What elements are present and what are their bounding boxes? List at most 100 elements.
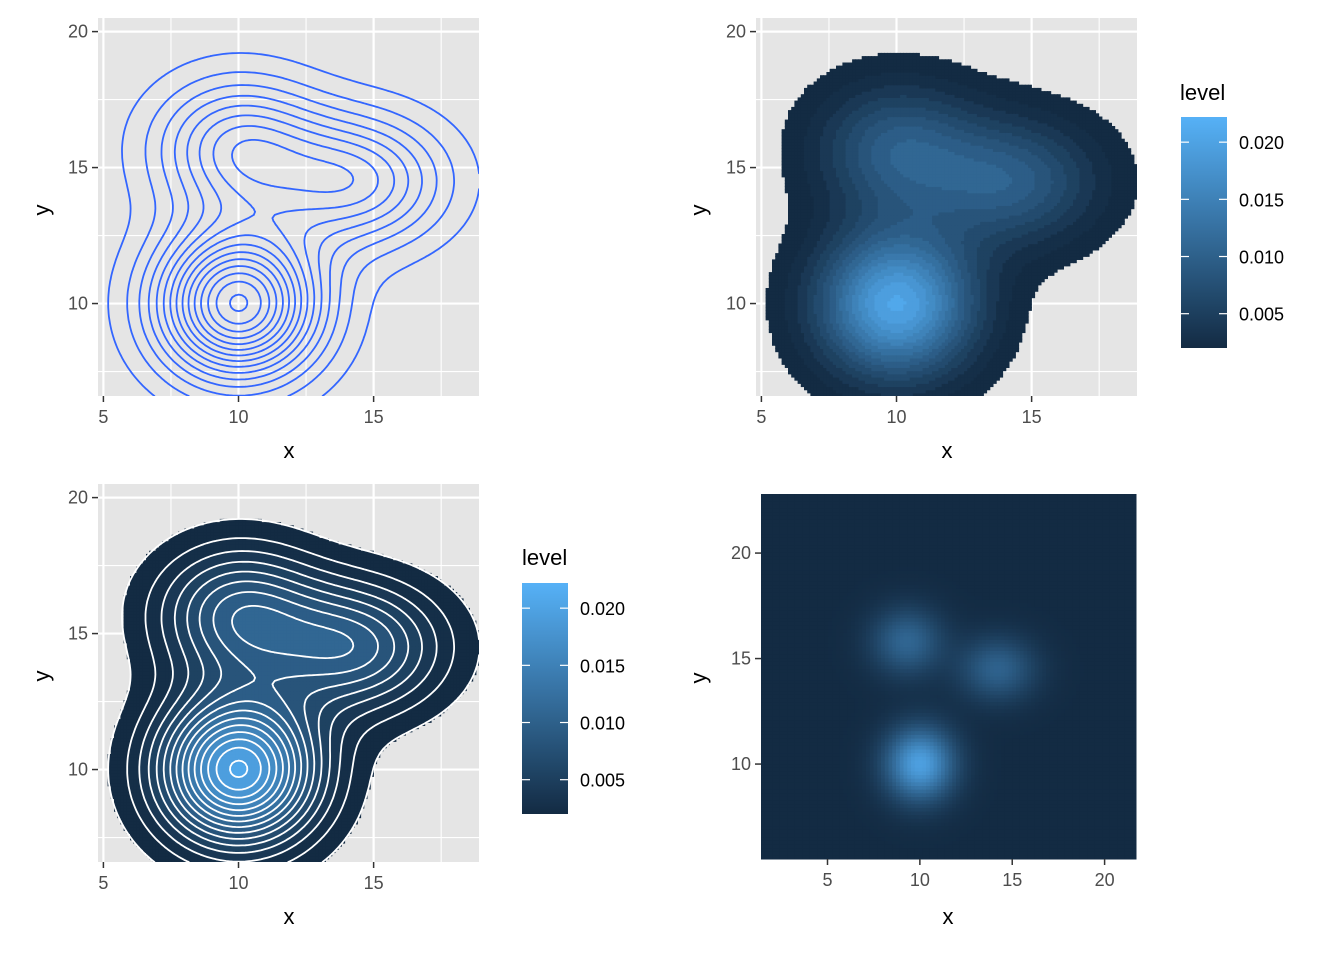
density-band-cell	[996, 234, 1000, 238]
density-band-cell	[928, 392, 933, 396]
density-band-cell	[816, 351, 821, 356]
density-band-cell	[906, 249, 911, 254]
density-band-cell	[951, 338, 956, 343]
density-band-cell	[896, 319, 901, 324]
density-band-cell	[1092, 237, 1096, 241]
density-band-cell	[845, 326, 850, 330]
density-band-cell	[836, 218, 840, 222]
density-band-cell	[935, 303, 940, 308]
density-band-cell	[900, 240, 904, 245]
density-band-cell	[804, 237, 808, 241]
density-band-cell	[925, 367, 930, 372]
density-band-cell	[1021, 249, 1026, 254]
density-band-cell	[944, 338, 949, 343]
density-band-cell	[1008, 253, 1013, 257]
density-band-cell	[890, 313, 895, 318]
density-band-cell	[912, 310, 917, 314]
density-band-cell	[804, 230, 808, 235]
density-band-cell	[804, 272, 808, 276]
density-band-cell	[989, 300, 994, 305]
density-band-cell	[864, 288, 869, 292]
density-band-cell	[880, 265, 885, 270]
density-band-cell	[935, 338, 940, 343]
density-band-cell	[938, 256, 943, 260]
density-band-cell	[1031, 230, 1036, 235]
density-band-cell	[1060, 249, 1064, 254]
density-band-cell	[858, 243, 863, 248]
density-band-cell	[820, 243, 824, 248]
density-band-cell	[941, 338, 946, 343]
density-band-cell	[823, 342, 827, 346]
density-band-cell	[903, 237, 908, 241]
density-band-cell	[951, 392, 956, 396]
density-band-cell	[1015, 329, 1020, 334]
density-band-cell	[890, 265, 895, 270]
density-band-cell	[874, 262, 879, 267]
density-band-cell	[880, 221, 885, 226]
density-band-cell	[842, 275, 847, 280]
density-band-cell	[845, 329, 850, 334]
density-band-cell	[999, 284, 1004, 289]
density-band-cell	[884, 386, 888, 391]
density-band-cell	[842, 316, 847, 321]
density-band-cell	[919, 345, 924, 349]
density-band-cell	[884, 389, 888, 394]
density-band-cell	[816, 380, 821, 384]
density-band-cell	[932, 230, 936, 235]
density-band-cell	[906, 313, 911, 318]
density-band-cell	[797, 354, 802, 359]
density-band-cell	[903, 272, 908, 276]
density-band-cell	[922, 319, 927, 324]
density-band-cell	[778, 268, 783, 273]
density-band-cell	[893, 348, 898, 353]
density-band-cell	[935, 326, 940, 330]
density-band-cell	[1021, 265, 1026, 270]
density-band-cell	[832, 230, 837, 235]
density-band-cell	[909, 300, 914, 305]
density-band-cell	[877, 332, 882, 337]
density-band-cell	[852, 383, 856, 388]
density-band-cell	[916, 380, 920, 384]
density-band-cell	[836, 332, 840, 337]
density-band-cell	[1015, 332, 1020, 337]
density-band-cell	[836, 342, 840, 346]
density-band-cell	[928, 310, 933, 314]
density-band-cell	[893, 345, 898, 349]
density-band-cell	[784, 310, 789, 314]
density-band-cell	[1008, 342, 1013, 346]
density-band-cell	[906, 300, 911, 305]
density-band-cell	[957, 322, 962, 327]
density-band-cell	[992, 338, 997, 343]
density-band-cell	[1021, 322, 1026, 327]
density-band-cell	[941, 259, 946, 264]
density-band-cell	[842, 351, 847, 356]
density-band-cell	[848, 281, 853, 286]
density-band-cell	[871, 221, 876, 226]
density-band-cell	[836, 243, 840, 248]
density-band-cell	[871, 389, 876, 394]
density-band-cell	[1002, 351, 1007, 356]
density-band-cell	[980, 256, 984, 260]
density-band-cell	[1005, 326, 1010, 330]
density-band-cell	[855, 364, 860, 368]
density-band-cell	[1018, 281, 1023, 286]
density-band-cell	[903, 243, 908, 248]
density-band-cell	[916, 373, 920, 378]
density-band-cell	[970, 240, 975, 245]
density-band-cell	[778, 243, 783, 248]
density-band-cell	[813, 376, 818, 381]
density-band-cell	[887, 332, 892, 337]
density-band-cell	[986, 354, 991, 359]
density-band-cell	[852, 354, 856, 359]
density-band-cell	[954, 338, 959, 343]
density-band-cell	[813, 332, 818, 337]
density-band-cell	[951, 249, 956, 254]
density-band-cell	[858, 262, 863, 267]
density-band-cell	[884, 380, 888, 384]
density-band-cell	[864, 262, 869, 267]
density-band-cell	[842, 278, 847, 283]
density-band-cell	[845, 253, 850, 257]
density-band-cell	[791, 351, 795, 356]
density-band-cell	[1005, 234, 1010, 238]
density-band-cell	[880, 338, 885, 343]
